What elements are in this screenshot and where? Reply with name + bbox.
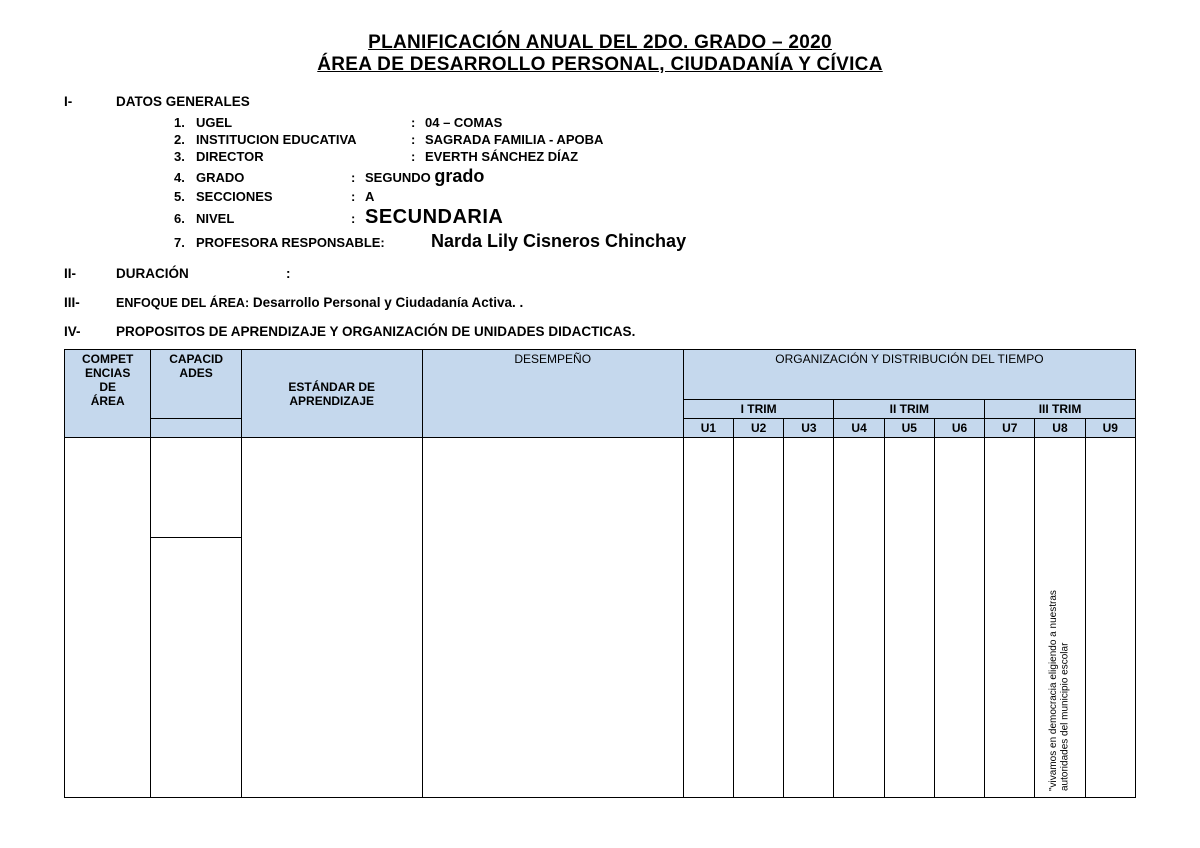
cell-u7 (985, 438, 1035, 798)
section-ii-roman: II- (64, 266, 116, 281)
th-trim1: I TRIM (683, 400, 834, 419)
datos-row-grado: 4. GRADO : SEGUNDO grado (174, 166, 1136, 187)
section-ii-colon: : (286, 266, 291, 281)
section-iii-content: ENFOQUE DEL ÁREA: Desarrollo Personal y … (116, 295, 523, 310)
th-u9: U9 (1085, 419, 1135, 438)
datos-row-secciones: 5. SECCIONES : A (174, 189, 1136, 204)
section-i-label: DATOS GENERALES (116, 94, 1136, 109)
section-iii-roman: III- (64, 295, 116, 310)
section-iv: IV- PROPOSITOS DE APRENDIZAJE Y ORGANIZA… (64, 324, 1136, 339)
th-u3: U3 (784, 419, 834, 438)
datos-row-ie: 2. INSTITUCION EDUCATIVA : SAGRADA FAMIL… (174, 132, 1136, 147)
section-ii-label: DURACIÓN (116, 266, 286, 281)
datos-generales-list: 1. UGEL : 04 – COMAS 2. INSTITUCION EDUC… (174, 115, 1136, 252)
cell-capacidades-1 (151, 438, 241, 538)
th-capacidades-empty (151, 419, 241, 438)
section-iv-roman: IV- (64, 324, 116, 339)
th-trim2: II TRIM (834, 400, 985, 419)
th-u8: U8 (1035, 419, 1085, 438)
datos-row-ugel: 1. UGEL : 04 – COMAS (174, 115, 1136, 130)
datos-row-director: 3. DIRECTOR : EVERTH SÁNCHEZ DÍAZ (174, 149, 1136, 164)
cell-u2 (734, 438, 784, 798)
section-i: I- DATOS GENERALES (64, 94, 1136, 109)
cell-competencias (65, 438, 151, 798)
th-u5: U5 (884, 419, 934, 438)
cell-u1 (683, 438, 733, 798)
th-desempeno: DESEMPEÑO (422, 350, 683, 438)
cell-u9 (1085, 438, 1135, 798)
th-competencias: COMPET ENCIAS DE ÁREA (65, 350, 151, 438)
planning-table: COMPET ENCIAS DE ÁREA CAPACID ADES ESTÁN… (64, 349, 1136, 798)
cell-u6 (934, 438, 984, 798)
section-iii: III- ENFOQUE DEL ÁREA: Desarrollo Person… (64, 295, 1136, 310)
th-u6: U6 (934, 419, 984, 438)
cell-u8: "vivamos en democracia eligiendo a nuest… (1035, 438, 1085, 798)
th-estandar: ESTÁNDAR DE APRENDIZAJE (241, 350, 422, 438)
th-u1: U1 (683, 419, 733, 438)
th-u4: U4 (834, 419, 884, 438)
cell-u3 (784, 438, 834, 798)
cell-estandar (241, 438, 422, 798)
th-u7: U7 (985, 419, 1035, 438)
th-u2: U2 (734, 419, 784, 438)
cell-desempeno (422, 438, 683, 798)
u8-vertical-text: "vivamos en democracia eligiendo a nuest… (1048, 541, 1071, 791)
cell-u4 (834, 438, 884, 798)
datos-row-profesora: 7. PROFESORA RESPONSABLE: Narda Lily Cis… (174, 231, 1136, 252)
datos-row-nivel: 6. NIVEL : SECUNDARIA (174, 206, 1136, 229)
cell-capacidades-2 (151, 538, 241, 798)
document-title: PLANIFICACIÓN ANUAL DEL 2DO. GRADO – 202… (64, 32, 1136, 76)
section-iv-label: PROPOSITOS DE APRENDIZAJE Y ORGANIZACIÓN… (116, 324, 1136, 339)
title-line-2: ÁREA DE DESARROLLO PERSONAL, CIUDADANÍA … (64, 54, 1136, 76)
table-body-row: "vivamos en democracia eligiendo a nuest… (65, 438, 1136, 538)
th-capacidades: CAPACID ADES (151, 350, 241, 419)
th-organizacion: ORGANIZACIÓN Y DISTRIBUCIÓN DEL TIEMPO (683, 350, 1135, 400)
section-i-roman: I- (64, 94, 116, 109)
title-line-1: PLANIFICACIÓN ANUAL DEL 2DO. GRADO – 202… (64, 32, 1136, 54)
th-trim3: III TRIM (985, 400, 1136, 419)
section-ii: II- DURACIÓN : (64, 266, 1136, 281)
cell-u5 (884, 438, 934, 798)
